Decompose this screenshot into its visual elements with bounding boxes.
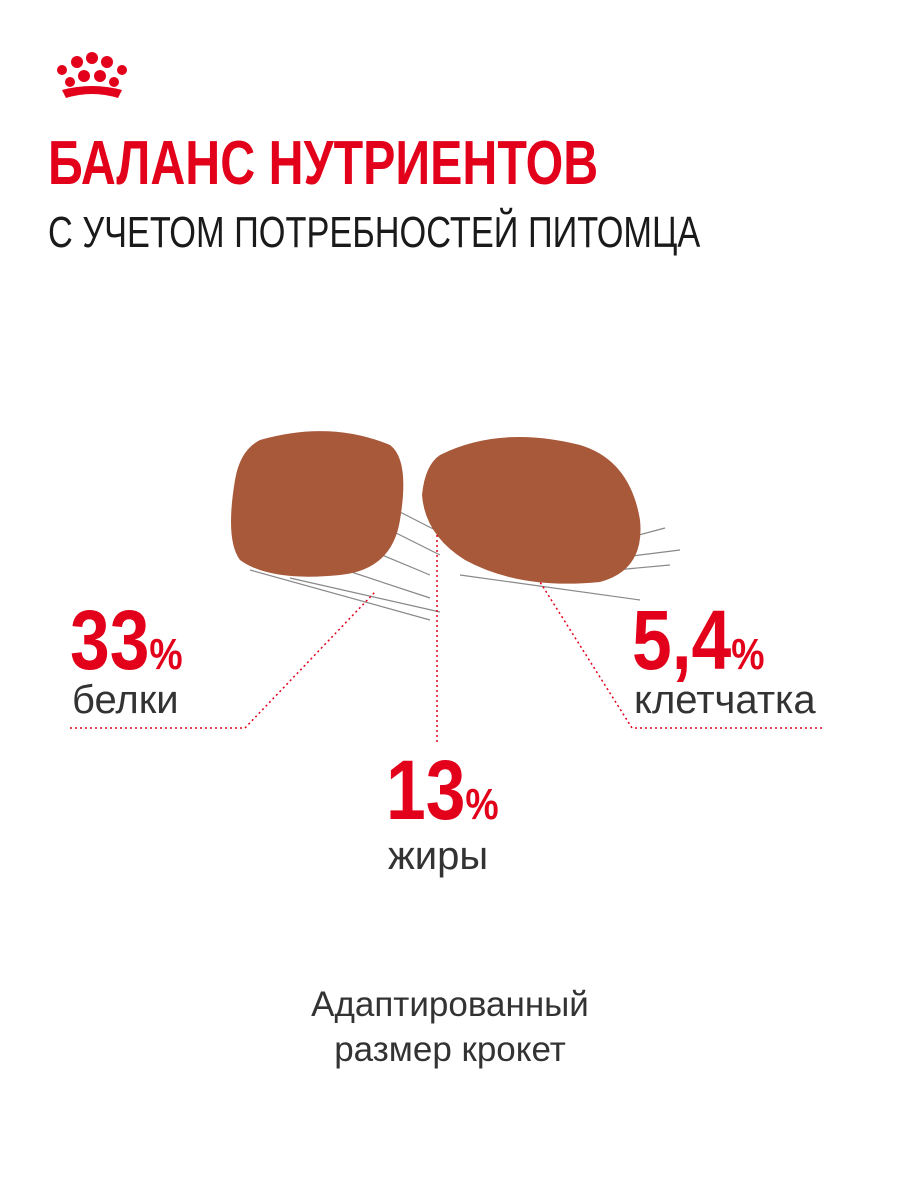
nutrient-value: 13% [386,748,499,832]
nutrient-value: 5,4% [632,598,765,682]
unit: % [149,630,183,679]
speed-lines [249,511,681,621]
footer-line: размер крокет [334,1030,566,1069]
value: 5,4 [632,593,732,687]
nutrient-label: жиры [388,834,489,878]
title: БАЛАНС НУТРИЕНТОВ [48,129,599,198]
crown-logo [57,52,127,98]
subtitle: С УЧЕТОМ ПОТРЕБНОСТЕЙ ПИТОМЦА [48,208,701,257]
value: 33 [70,593,150,687]
footer-line: Адаптированный [311,985,589,1024]
nutrient-value: 33% [70,598,183,682]
unit: % [465,780,499,829]
value: 13 [386,743,466,837]
kibble [231,431,404,577]
kibble [422,437,641,584]
nutrient-label: белки [72,678,179,722]
unit: % [731,630,765,679]
nutrient-label: клетчатка [634,678,816,722]
leader-lines [70,535,822,745]
